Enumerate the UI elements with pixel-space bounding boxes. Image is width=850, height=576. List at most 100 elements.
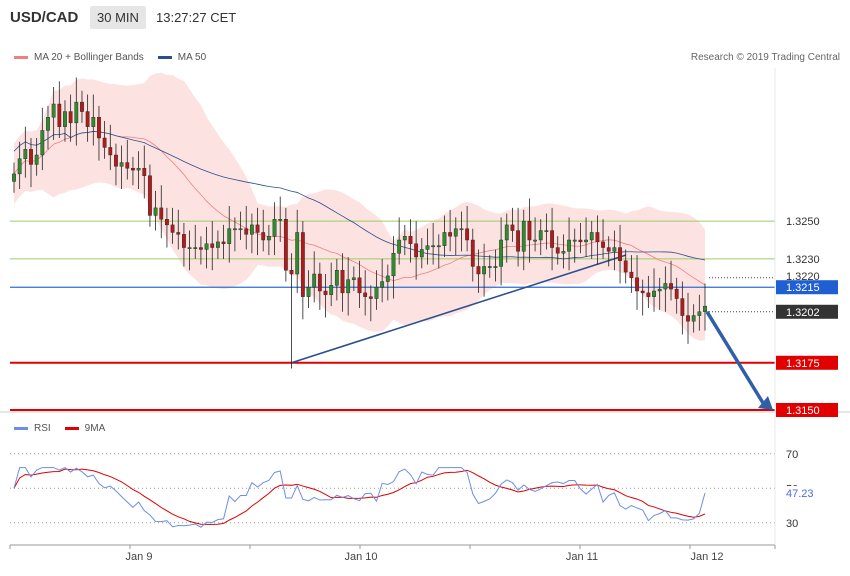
last-price-label-bg: [776, 304, 838, 319]
candle-body-86: [499, 239, 503, 267]
pivot-label-bg: [776, 280, 838, 295]
candle-body-112: [646, 292, 651, 297]
candle-body-64: [374, 287, 379, 299]
candle-body-54: [317, 273, 322, 292]
candle-body-109: [629, 271, 634, 278]
candle-body-0: [12, 173, 16, 182]
legend-rsi-label: RSI: [34, 423, 51, 434]
candle-body-53: [312, 273, 317, 288]
candle-body-101: [584, 239, 588, 243]
candle-body-90: [521, 220, 526, 252]
candle-body-65: [380, 281, 385, 288]
x-tick-label-0: Jan 9: [126, 551, 153, 563]
candle-body-55: [323, 290, 328, 295]
candle-body-34: [204, 243, 209, 250]
candle-body-68: [397, 239, 402, 254]
candle-body-22: [136, 168, 141, 171]
candle-body-91: [527, 220, 532, 241]
candle-body-66: [385, 275, 390, 282]
candle-body-85: [493, 266, 498, 268]
candle-body-120: [691, 315, 696, 322]
candle-body-107: [618, 247, 622, 261]
candle-body-28: [170, 224, 175, 233]
rsi-tick-30: 30: [786, 518, 798, 530]
bollinger-band: [14, 72, 705, 341]
candle-body-77: [448, 232, 453, 237]
candle-body-84: [487, 266, 492, 268]
time-label: 13:27:27 CET: [156, 10, 237, 25]
candle-body-26: [159, 207, 164, 220]
chart-header: USD/CAD 30 MIN 13:27:27 CET: [0, 0, 850, 38]
level-label-1-3230: 1.3230: [786, 254, 820, 266]
projection-arrow: [705, 310, 767, 408]
candle-body-17: [108, 147, 113, 156]
candle-body-95: [550, 230, 554, 248]
candle-body-1: [17, 158, 22, 175]
candle-body-43: [255, 224, 260, 233]
candle-body-19: [119, 162, 124, 167]
candle-body-99: [572, 239, 577, 242]
candle-body-61: [357, 277, 362, 294]
candle-body-115: [663, 283, 668, 290]
candle-body-46: [272, 219, 277, 237]
candle-body-110: [635, 277, 639, 292]
candle-body-41: [244, 228, 249, 235]
candle-body-114: [657, 288, 662, 292]
trendline: [291, 254, 626, 364]
candle-body-30: [182, 234, 186, 248]
candle-body-13: [85, 111, 90, 127]
legend-ma50: MA 50: [157, 52, 207, 63]
level-label-1-3250: 1.3250: [786, 216, 820, 228]
candle-body-103: [595, 232, 600, 243]
candle-body-63: [368, 296, 373, 299]
legend-ma-bb-label: MA 20 + Bollinger Bands: [34, 52, 144, 63]
candle-body-102: [589, 232, 594, 241]
rsi-tick-70: 70: [786, 449, 798, 461]
last-price-label: 1.3202: [786, 307, 820, 319]
candle-body-44: [261, 232, 266, 241]
candle-body-15: [97, 117, 101, 139]
candle-body-113: [652, 290, 656, 297]
candle-body-79: [459, 228, 464, 231]
candle-body-57: [334, 270, 339, 286]
candle-body-49: [289, 270, 294, 275]
candle-body-27: [165, 219, 169, 226]
candle-body-23: [142, 168, 147, 176]
candle-body-4: [34, 154, 39, 165]
candle-body-42: [249, 224, 254, 235]
candle-body-58: [340, 270, 345, 294]
candle-body-116: [669, 283, 673, 290]
candle-body-20: [125, 162, 130, 169]
candle-body-25: [153, 207, 158, 216]
candle-body-104: [601, 241, 605, 248]
interval-badge[interactable]: 30 MIN: [90, 6, 146, 29]
candle-body-37: [221, 241, 226, 244]
candle-body-52: [306, 287, 311, 297]
candle-body-16: [102, 137, 107, 148]
candle-body-29: [176, 232, 181, 235]
candle-body-40: [238, 228, 243, 231]
candle-body-75: [436, 245, 441, 248]
candle-body-36: [216, 241, 220, 248]
research-credit: Research © 2019 Trading Central: [690, 52, 840, 63]
legend-ma50-label: MA 50: [177, 52, 207, 63]
candle-body-70: [408, 236, 413, 244]
candle-body-35: [210, 243, 215, 248]
candle-body-6: [46, 117, 50, 131]
candle-body-83: [482, 266, 487, 275]
candle-body-39: [232, 228, 237, 231]
candle-body-80: [465, 228, 470, 241]
candle-body-51: [300, 232, 305, 297]
rsi-9ma-line: [13, 468, 706, 525]
symbol-label: USD/CAD: [10, 9, 79, 26]
rsi-last-label: 47.23: [786, 488, 814, 500]
candle-body-97: [561, 251, 566, 254]
candle-body-38: [227, 228, 232, 244]
candle-body-5: [40, 130, 45, 156]
x-tick-label-3: Jan 12: [690, 551, 723, 563]
legend-rsi: RSI: [14, 423, 51, 434]
candle-body-62: [363, 292, 368, 297]
candle-body-3: [29, 149, 33, 165]
candle-body-50: [295, 232, 300, 275]
candle-body-100: [578, 239, 583, 243]
